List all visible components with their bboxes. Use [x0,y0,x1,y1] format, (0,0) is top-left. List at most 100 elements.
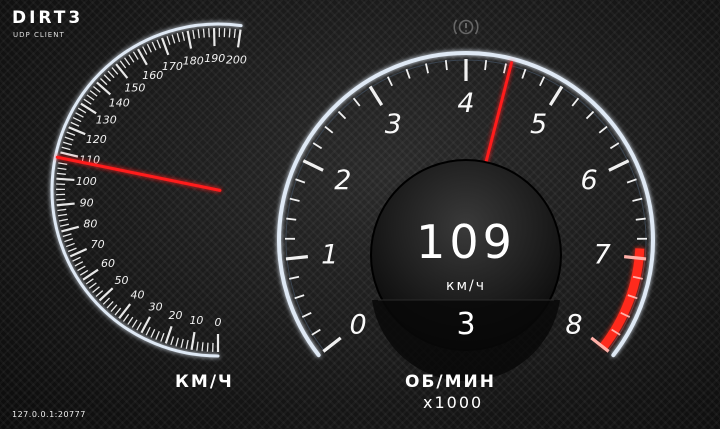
speedometer-tick [171,34,176,44]
rpm-unit-label: ОБ/МИН [405,372,496,392]
speedometer-tick [57,213,68,217]
tachometer-tick [585,110,595,120]
speedometer-tick [98,287,114,302]
tachometer-tick [623,255,647,261]
speedometer-scale-label: 100 [76,175,97,188]
speedometer-tick [88,282,97,289]
tachometer-gauge: 0 1 2 3 4 5 6 7 8 [277,51,655,358]
tachometer-tick [620,311,631,318]
tachometer-tick [598,125,608,134]
speedometer-tick [72,256,81,262]
speedometer-tick [60,151,79,158]
tachometer-tick [444,60,448,71]
speedometer-scale-label: 70 [91,238,105,251]
tachometer-tick [539,76,546,87]
speedometer-scale-label: 160 [142,69,163,82]
udp-address: 127.0.0.1:20777 [12,410,86,419]
tachometer-tick [548,85,564,107]
tachometer-tick [635,217,646,221]
speedometer-tick [68,126,86,136]
digital-speed-unit: км/ч [446,278,486,294]
speedometer-tick [166,36,171,45]
speedometer-tick [123,57,131,66]
speedometer-scale-label: 150 [124,81,145,94]
speedometer-tick [57,208,67,212]
gear-indicator: 3 [456,307,475,342]
speedometer-tick [128,54,135,63]
speedometer-tick [156,39,162,49]
speedometer-tick [80,102,97,115]
speedometer-tick [103,74,111,82]
speedometer-tick [92,85,101,93]
speedometer-tick [201,342,204,352]
speedometer-tick [85,278,94,285]
tachometer-tick [503,63,507,74]
speedometer-tick [95,290,104,298]
tachometer-rpm-label: 4 [457,88,474,119]
speedometer-tick [118,303,132,320]
speedometer-tick [57,167,67,170]
speedometer-tick [110,304,118,313]
tachometer-tick [368,85,384,107]
speedometer-needle [55,155,222,192]
tachometer-tick [521,68,527,79]
speedometer-tick [127,316,134,325]
tachometer-rpm-label: 3 [385,109,402,140]
speedometer-scale-label: 30 [149,300,163,313]
speedometer-scale-label: 20 [168,309,182,322]
tachometer-rpm-label: 7 [594,239,611,270]
speedometer-tick [107,70,115,79]
speedometer-tick [146,43,152,53]
speedometer-scale-label: 50 [114,274,128,287]
tachometer-rpm-label: 1 [321,239,338,270]
speedometer-tick [96,81,112,96]
tachometer-tick [311,328,321,336]
speedometer-tick [176,33,181,43]
speedometer-scale-label: 10 [189,314,203,327]
speedometer-tick [82,268,99,281]
speedometer-tick [64,238,74,243]
speedometer-tick [114,307,122,316]
parking-brake-icon [453,19,479,35]
speedometer-scale-label: 90 [80,196,94,209]
speedometer-scale-label: 0 [215,316,222,329]
tachometer-tick [611,328,621,336]
speedometer-tick [77,107,87,114]
tachometer-tick [289,197,300,202]
speedometer-tick [122,313,130,322]
speedometer-tick [185,339,189,349]
speedometer-tick [86,94,95,101]
speed-unit-label: КМ/Ч [175,372,234,392]
digital-speed-value: 109 [416,215,516,269]
app-subtitle: UDP CLIENT [13,31,65,39]
speedometer-tick [56,172,66,175]
tachometer-needle [484,61,514,165]
tachometer-tick [571,97,580,107]
speedometer-tick [137,48,148,66]
speedometer-tick [132,51,139,60]
tachometer-rpm-label: 6 [581,165,598,196]
tachometer-tick [626,178,637,184]
speedometer-tick [106,301,114,309]
tachometer-tick [484,60,488,71]
tachometer-rpm-label: 8 [565,309,582,340]
speedometer-tick [100,78,108,86]
app-title: DIRT3 [12,8,84,28]
speedometer-scale-label: 120 [86,133,107,146]
tachometer-tick [324,125,334,134]
speedometer-tick [65,242,75,248]
speedometer-tick [115,63,129,79]
speedometer-tick [58,162,68,166]
speedometer-tick [61,146,71,151]
speedometer-tick [56,198,66,201]
tachometer-rpm-label: 0 [349,309,366,340]
speedometer-tick [131,319,138,328]
speedometer-tick [69,248,88,258]
speedometer-tick [233,28,236,38]
speedometer-tick [61,225,80,233]
speedometer-tick [56,177,75,182]
speedometer-tick [180,338,184,348]
speedometer-tick [181,31,186,41]
speedometer-tick [111,67,119,75]
